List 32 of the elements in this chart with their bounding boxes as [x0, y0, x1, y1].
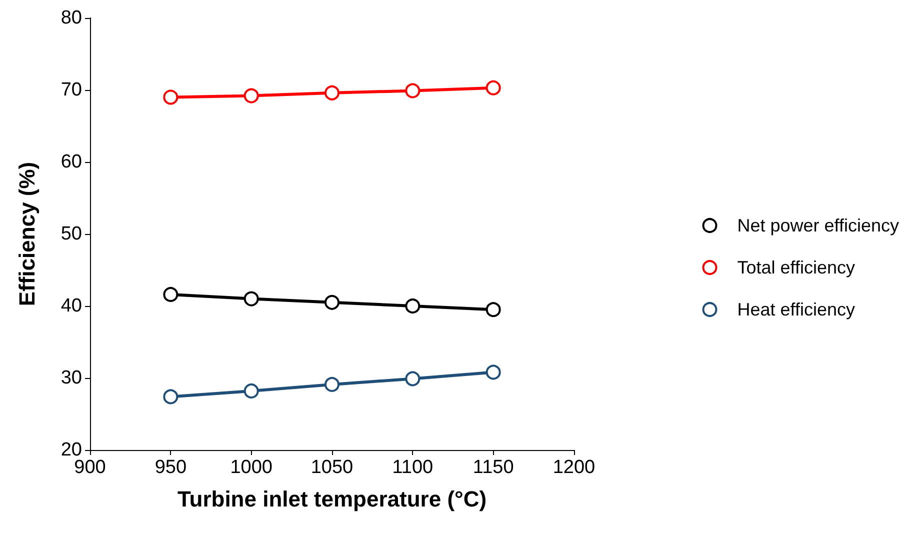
y-tick-label: 40	[60, 296, 82, 316]
legend-label: Heat efficiency	[737, 300, 855, 320]
x-tick-label: 1200	[552, 457, 596, 478]
y-tick-label: 50	[60, 224, 82, 244]
point	[244, 383, 259, 398]
x-tick-label: 1050	[310, 457, 354, 478]
point	[324, 294, 340, 310]
point	[163, 90, 178, 105]
y-tick-label: 70	[60, 80, 82, 100]
y-axis-title: Efficiency (%)	[14, 162, 40, 306]
point	[405, 298, 420, 314]
x-tick-label: 1150	[472, 457, 514, 478]
y-tick-label: 80	[60, 8, 82, 28]
legend-label: Total efficiency	[737, 258, 855, 278]
point	[486, 302, 501, 318]
legend-label: Net power efficiency	[737, 216, 900, 236]
point	[163, 286, 178, 302]
point	[244, 291, 259, 306]
point	[486, 80, 501, 96]
y-tick-label: 60	[60, 152, 82, 172]
point	[244, 88, 259, 104]
point	[324, 85, 340, 100]
point	[486, 364, 501, 380]
x-tick-label: 950	[154, 457, 187, 478]
x-tick-label: 1000	[230, 457, 272, 478]
x-axis-title: Turbine inlet temperature (°C)	[177, 486, 487, 512]
point	[163, 389, 178, 404]
x-tick-label: 1100	[392, 457, 434, 478]
point	[405, 83, 420, 98]
point	[405, 371, 420, 386]
point	[324, 376, 340, 392]
y-tick-label: 30	[60, 368, 82, 388]
